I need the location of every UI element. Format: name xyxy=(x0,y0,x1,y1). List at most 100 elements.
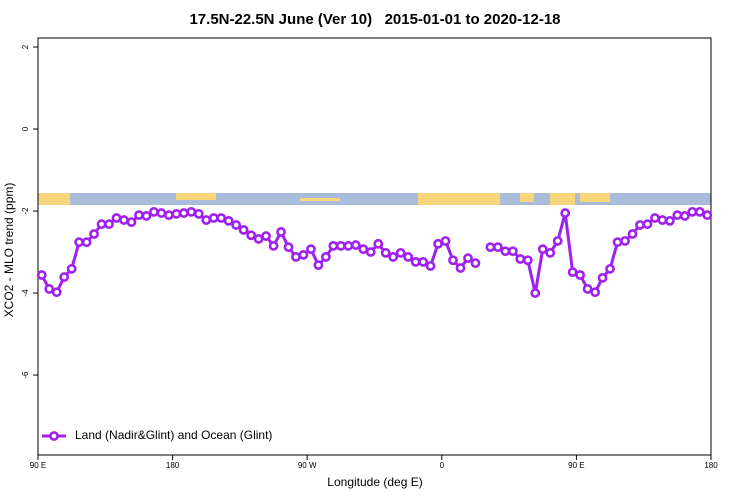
data-point xyxy=(530,288,541,298)
data-point xyxy=(253,234,264,244)
data-point xyxy=(44,284,55,294)
data-point xyxy=(590,287,600,298)
data-point xyxy=(380,247,391,258)
data-point xyxy=(627,229,638,239)
data-point xyxy=(679,211,690,221)
data-point xyxy=(418,256,429,267)
data-point xyxy=(283,242,294,253)
data-point xyxy=(178,208,189,218)
data-point xyxy=(343,240,354,251)
y-axis-label: XCO2 - MLO trend (ppm) xyxy=(2,183,16,318)
data-point xyxy=(291,252,301,262)
data-point xyxy=(522,255,533,266)
data-point xyxy=(350,240,361,250)
data-point xyxy=(335,240,346,251)
data-point xyxy=(208,213,219,223)
data-point xyxy=(201,215,212,225)
data-point xyxy=(507,246,518,257)
data-point xyxy=(597,272,608,283)
data-point xyxy=(66,263,77,274)
data-point xyxy=(313,260,324,271)
plot-frame xyxy=(37,37,712,456)
data-point xyxy=(104,219,114,230)
data-point xyxy=(560,208,571,218)
data-point xyxy=(96,219,107,230)
x-tick-label: 90 W xyxy=(298,461,317,470)
data-point xyxy=(500,246,511,257)
data-point xyxy=(455,263,466,273)
data-point xyxy=(149,206,159,217)
data-point xyxy=(650,213,660,223)
data-point xyxy=(702,210,713,221)
x-tick-label: 90 E xyxy=(568,461,584,470)
data-point xyxy=(246,230,257,241)
data-point xyxy=(276,227,286,237)
data-point xyxy=(328,240,339,251)
data-point xyxy=(440,236,451,246)
data-point xyxy=(373,238,384,249)
data-point xyxy=(687,206,698,217)
data-point xyxy=(306,244,316,255)
data-point xyxy=(89,229,99,239)
data-point xyxy=(515,254,526,264)
data-point xyxy=(193,209,204,219)
x-tick-label: 180 xyxy=(704,461,718,470)
x-tick-label: 180 xyxy=(166,461,180,470)
data-point xyxy=(81,237,92,248)
x-tick-label: 0 xyxy=(440,461,445,470)
data-point xyxy=(567,267,578,278)
data-point xyxy=(358,244,369,255)
data-point xyxy=(642,219,653,230)
x-tick-label: 90 E xyxy=(30,461,46,470)
data-point xyxy=(298,250,309,260)
x-axis-label: Longitude (deg E) xyxy=(327,475,422,489)
data-point xyxy=(620,236,630,246)
data-point xyxy=(425,261,436,271)
data-point xyxy=(463,253,473,264)
data-point xyxy=(238,224,249,235)
data-point xyxy=(51,287,62,298)
y-tick-label: -2 xyxy=(21,207,30,215)
land-ocean-strip xyxy=(38,193,711,205)
data-point xyxy=(268,240,279,251)
legend-marker xyxy=(49,431,59,441)
data-point xyxy=(111,213,122,223)
data-point xyxy=(119,215,129,225)
y-tick-label: 2 xyxy=(21,44,30,49)
data-point xyxy=(485,242,496,253)
y-tick-label: -4 xyxy=(21,289,30,297)
data-point xyxy=(470,258,481,269)
data-point xyxy=(395,247,406,258)
data-point xyxy=(672,210,683,221)
data-point xyxy=(156,208,167,218)
data-point xyxy=(126,217,137,228)
data-point xyxy=(388,252,399,262)
data-point xyxy=(223,215,234,226)
data-point xyxy=(545,247,556,258)
y-tick-label: -6 xyxy=(21,371,30,379)
data-point xyxy=(537,244,548,255)
y-tick-label: 0 xyxy=(21,126,30,131)
data-point xyxy=(612,237,623,248)
data-point xyxy=(186,206,197,217)
legend-label: Land (Nadir&Glint) and Ocean (Glint) xyxy=(75,428,272,442)
data-point xyxy=(141,211,152,221)
data-point xyxy=(410,256,421,267)
data-point xyxy=(261,231,271,241)
data-point xyxy=(657,215,668,225)
data-point xyxy=(59,272,70,282)
data-point xyxy=(216,213,227,223)
data-point xyxy=(320,252,331,262)
data-point xyxy=(433,238,443,249)
data-point xyxy=(492,242,503,253)
data-point xyxy=(74,237,85,248)
data-point xyxy=(36,270,47,280)
data-point xyxy=(582,284,593,294)
data-point xyxy=(231,220,242,230)
data-point xyxy=(163,210,174,221)
data-point xyxy=(635,220,645,230)
data-point xyxy=(694,206,705,217)
data-point xyxy=(575,270,586,280)
data-point xyxy=(664,215,675,226)
